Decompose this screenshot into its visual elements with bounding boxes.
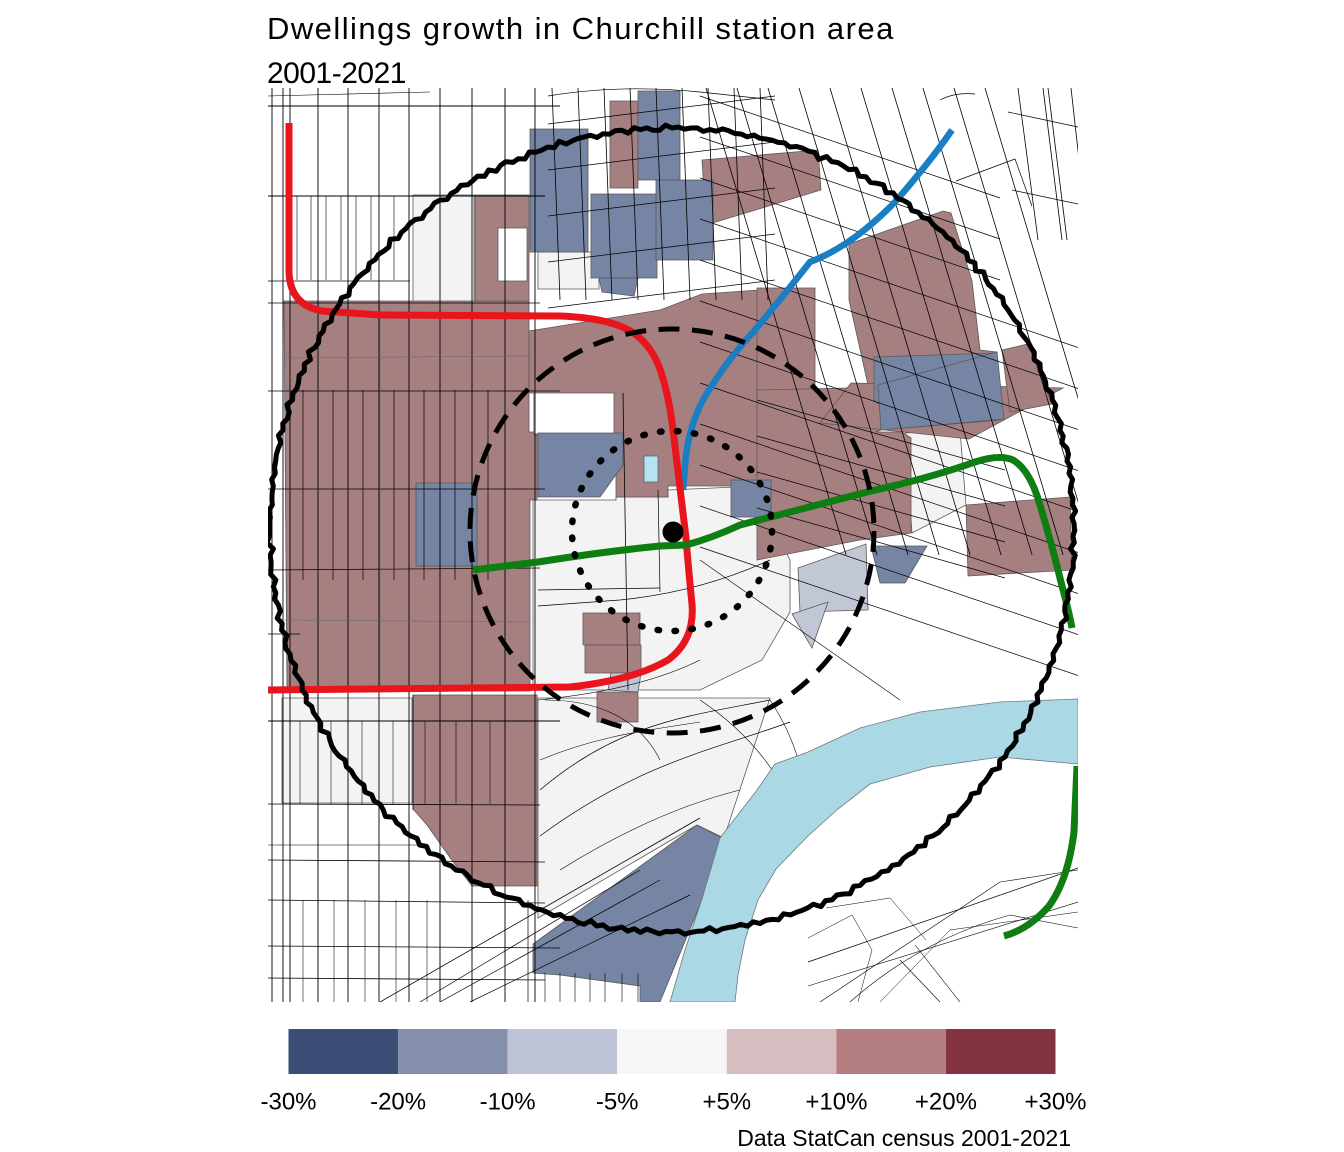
svg-text:+20%: +20%: [915, 1089, 977, 1116]
svg-text:+5%: +5%: [702, 1089, 751, 1116]
svg-text:Data StatCan census 2001-2021: Data StatCan census 2001-2021: [737, 1125, 1071, 1151]
svg-text:+30%: +30%: [1024, 1089, 1086, 1116]
svg-text:-20%: -20%: [370, 1089, 426, 1116]
svg-text:2001-2021: 2001-2021: [267, 57, 406, 90]
svg-text:-5%: -5%: [596, 1089, 639, 1116]
svg-text:-30%: -30%: [260, 1089, 316, 1116]
svg-text:-10%: -10%: [480, 1089, 536, 1116]
svg-text:Dwellings growth in Churchill: Dwellings growth in Churchill station ar…: [267, 11, 895, 46]
svg-text:+10%: +10%: [805, 1089, 867, 1116]
